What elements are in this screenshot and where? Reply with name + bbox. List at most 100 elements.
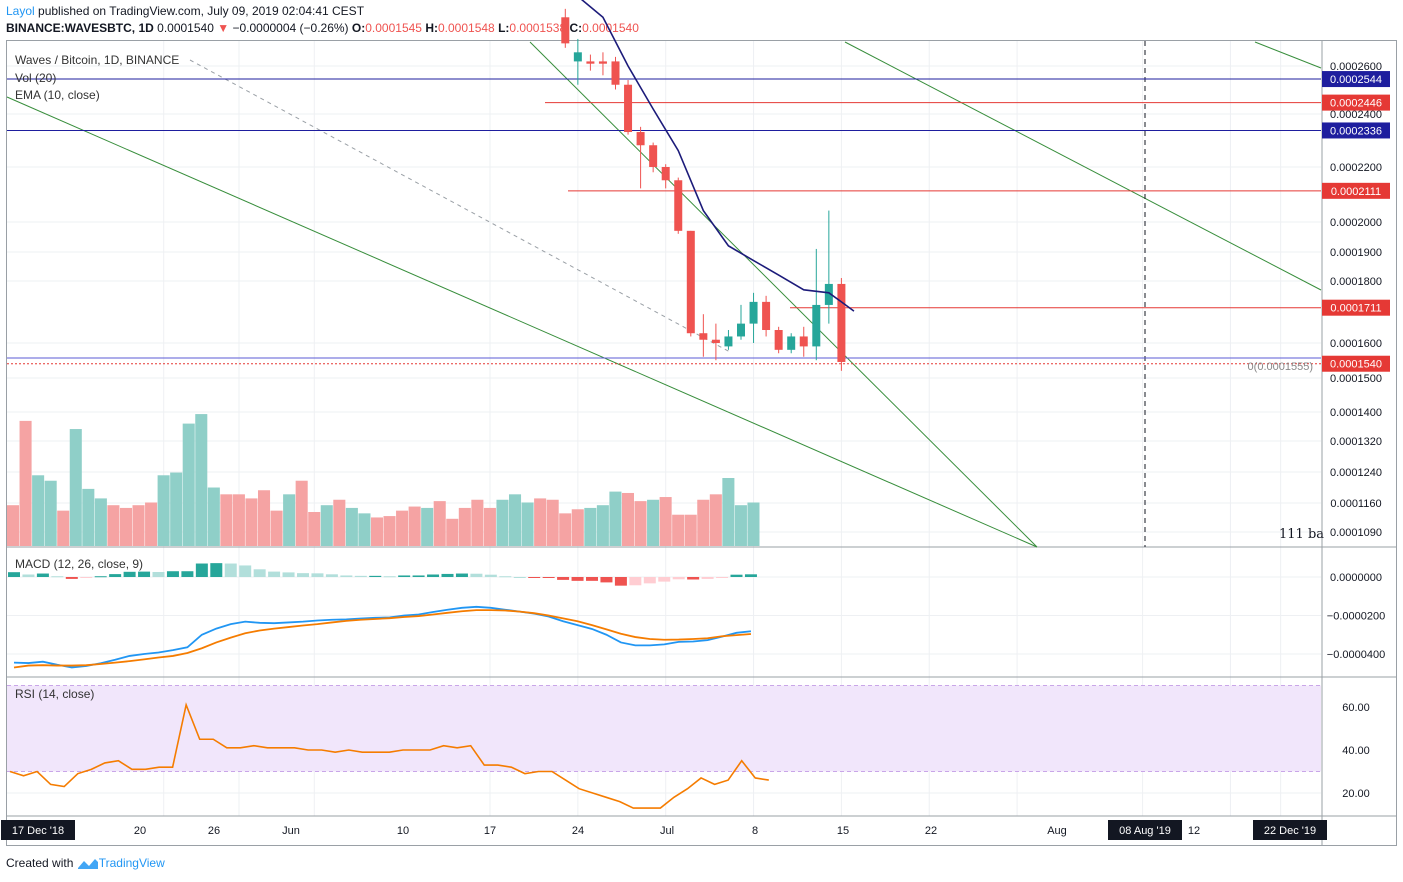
chart-frame[interactable] <box>6 40 1397 846</box>
level-label-bg-3 <box>1322 182 1390 199</box>
price-tick-12: 0.0001090 <box>1330 527 1382 539</box>
macd-hist-bar-14 <box>210 563 223 577</box>
level-label-5: 0.0001540 <box>1330 359 1382 371</box>
volume-bar-34 <box>433 501 446 546</box>
candle-body-16 <box>762 301 771 331</box>
candle-body-11 <box>699 333 708 340</box>
volume-bar-18 <box>232 494 245 546</box>
macd-hist-bar-34 <box>499 576 512 578</box>
candle-body-15 <box>749 301 758 324</box>
macd-hist-bar-25 <box>369 575 382 577</box>
volume-bar-6 <box>82 488 95 546</box>
volume-bar-5 <box>69 429 82 546</box>
level-label-3: 0.0002111 <box>1331 186 1381 198</box>
volume-bar-41 <box>521 502 534 546</box>
price-tick-7: 0.0001500 <box>1330 373 1382 385</box>
volume-bar-2 <box>32 475 45 546</box>
candle-body-4 <box>611 61 620 85</box>
volume-bar-21 <box>270 510 283 546</box>
volume-bar-14 <box>182 423 195 546</box>
macd-legend: MACD (12, 26, close, 9) <box>15 557 143 571</box>
time-tick-12: 08 Aug '19 <box>1119 825 1171 837</box>
candle-body-5 <box>624 84 633 133</box>
rsi-band-fill <box>7 685 1321 772</box>
ema-legend: EMA (10, close) <box>15 88 100 102</box>
volume-bar-31 <box>396 510 409 546</box>
volume-bar-30 <box>383 516 396 546</box>
trend-line-top-right <box>1254 41 1322 69</box>
time-tick-1: 20 <box>134 825 146 837</box>
trend-line-lower <box>6 96 1038 548</box>
macd-hist-bar-6 <box>94 576 107 578</box>
macd-hist-bar-20 <box>297 573 309 577</box>
time-tick-5: 17 <box>484 825 496 837</box>
price-tick-8: 0.0001400 <box>1330 407 1382 419</box>
macd-macd-line <box>13 605 752 669</box>
macd-hist-bar-21 <box>311 573 324 577</box>
volume-bar-8 <box>107 505 120 546</box>
macd-hist-bar-16 <box>239 565 252 577</box>
candle-body-12 <box>711 339 720 343</box>
low-value: 0.0001538 <box>509 21 567 35</box>
tradingview-logo-icon <box>77 858 98 869</box>
candle-body-6 <box>636 132 645 146</box>
volume-bar-20 <box>258 490 271 546</box>
price-tick-6: 0.0001600 <box>1330 338 1382 350</box>
volume-bar-42 <box>534 498 547 546</box>
footer: Created with TradingView <box>6 856 165 871</box>
volume-bar-53 <box>672 514 685 546</box>
author-link[interactable]: Layol <box>6 4 35 18</box>
candle-body-0 <box>561 17 570 44</box>
time-tick-9: 15 <box>837 825 849 837</box>
volume-bar-23 <box>295 480 308 546</box>
level-label-4: 0.0001711 <box>1330 303 1381 315</box>
macd-hist-bar-15 <box>224 563 237 577</box>
rsi-tick-2: 20.00 <box>1342 788 1370 800</box>
change-arrow-icon: ▼ <box>217 21 230 35</box>
volume-bar-50 <box>634 501 647 546</box>
time-tick-13: 12 <box>1188 825 1200 837</box>
last-price: 0.0001540 <box>157 21 214 35</box>
volume-bar-25 <box>320 505 333 546</box>
macd-hist-bar-12 <box>181 571 194 577</box>
volume-bar-33 <box>421 507 434 546</box>
volume-bar-39 <box>496 499 509 546</box>
macd-hist-bar-29 <box>427 574 440 577</box>
trend-line-upper-right <box>844 41 1322 291</box>
volume-bar-32 <box>408 506 421 546</box>
macd-hist-bar-1 <box>22 574 35 577</box>
macd-hist-bar-19 <box>282 572 295 577</box>
macd-tick-0: 0.0000000 <box>1330 572 1382 584</box>
candle-body-7 <box>649 145 658 167</box>
macd-hist-bar-44 <box>643 577 656 584</box>
level-label-bg-1 <box>1322 94 1390 111</box>
volume-bars <box>7 414 760 546</box>
macd-hist-bar-11 <box>166 571 179 577</box>
volume-bar-35 <box>446 518 459 546</box>
change-text: −0.0000004 (−0.26%) <box>232 21 349 35</box>
rsi-pane <box>9 702 769 809</box>
tradingview-brand[interactable]: TradingView <box>98 856 165 870</box>
level-label-bg-0 <box>1322 71 1390 88</box>
macd-hist-bar-45 <box>658 577 671 582</box>
time-tick-2: 26 <box>208 825 220 837</box>
candle-body-2 <box>586 61 595 64</box>
macd-hist-bar-23 <box>340 575 353 577</box>
time-tick-10: 22 <box>925 825 937 837</box>
macd-hist-bar-37 <box>542 577 555 578</box>
candle-body-17 <box>774 330 783 350</box>
volume-bar-0 <box>7 505 20 546</box>
level-label-bg-4 <box>1322 299 1390 316</box>
low-label: L: <box>498 21 510 35</box>
volume-bar-56 <box>709 494 722 546</box>
price-tick-0: 0.0002600 <box>1330 61 1382 73</box>
macd-hist-bar-51 <box>744 574 757 577</box>
macd-hist-bar-17 <box>253 569 266 577</box>
ema-polyline <box>580 0 855 312</box>
volume-bar-37 <box>471 499 484 546</box>
volume-bar-47 <box>596 505 609 546</box>
macd-hist-bar-40 <box>586 577 598 581</box>
macd-hist-bar-30 <box>441 573 454 577</box>
macd-hist-bar-48 <box>701 577 714 579</box>
